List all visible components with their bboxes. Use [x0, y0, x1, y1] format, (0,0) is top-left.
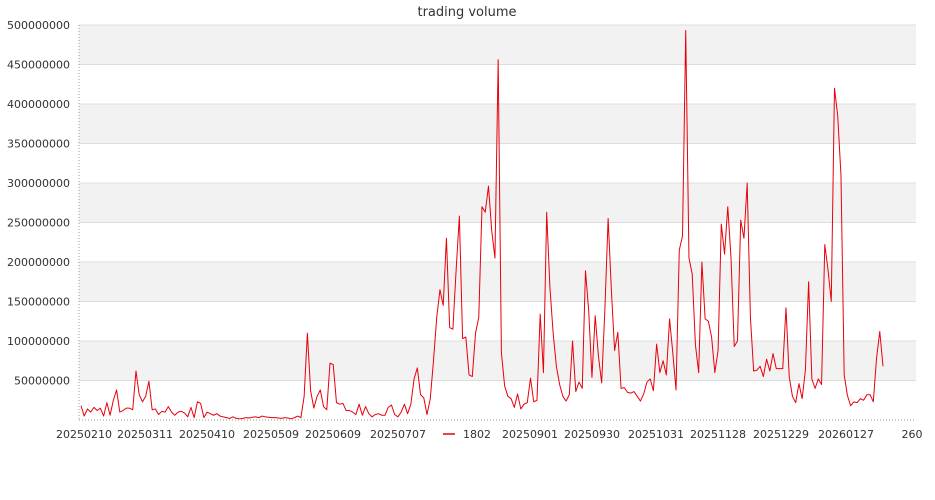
x-tick-label: 20250901	[502, 428, 558, 441]
x-tick-label: 20250311	[117, 428, 173, 441]
grid-band	[79, 183, 916, 223]
y-tick-label: 500000000	[7, 19, 70, 32]
grid-band	[79, 341, 916, 381]
y-tick-label: 250000000	[7, 217, 70, 230]
x-tick-label: 20251128	[690, 428, 746, 441]
x-tick-label: 20250609	[305, 428, 361, 441]
y-tick-label: 350000000	[7, 138, 70, 151]
grid-band	[79, 25, 916, 65]
y-tick-label: 200000000	[7, 256, 70, 269]
legend: 1802	[436, 425, 502, 442]
grid-band	[79, 262, 916, 302]
y-tick-label: 50000000	[14, 375, 70, 388]
legend-background	[436, 425, 502, 442]
x-tick-label: 20250509	[243, 428, 299, 441]
legend-label: 1802	[463, 428, 491, 441]
chart-title: trading volume	[417, 5, 516, 20]
x-tick-label: 20251031	[628, 428, 684, 441]
grid-lines	[79, 24, 916, 381]
x-tick-label: 20251229	[753, 428, 809, 441]
y-tick-label: 450000000	[7, 59, 70, 72]
x-tick-label: 20250410	[179, 428, 235, 441]
x-tick-label: 20250707	[370, 428, 426, 441]
x-tick-label: 20250930	[564, 428, 620, 441]
y-tick-label: 150000000	[7, 296, 70, 309]
x-tick-label: 260	[902, 428, 923, 441]
y-axis: 50000000 100000000 150000000 200000000 25000…	[7, 19, 80, 420]
x-tick-label: 20250210	[56, 428, 112, 441]
y-tick-label: 100000000	[7, 335, 70, 348]
y-tick-label: 400000000	[7, 98, 70, 111]
series-layer	[80, 30, 884, 420]
series-line-1802	[80, 30, 884, 420]
y-tick-label: 300000000	[7, 177, 70, 190]
x-tick-label: 20260127	[818, 428, 874, 441]
